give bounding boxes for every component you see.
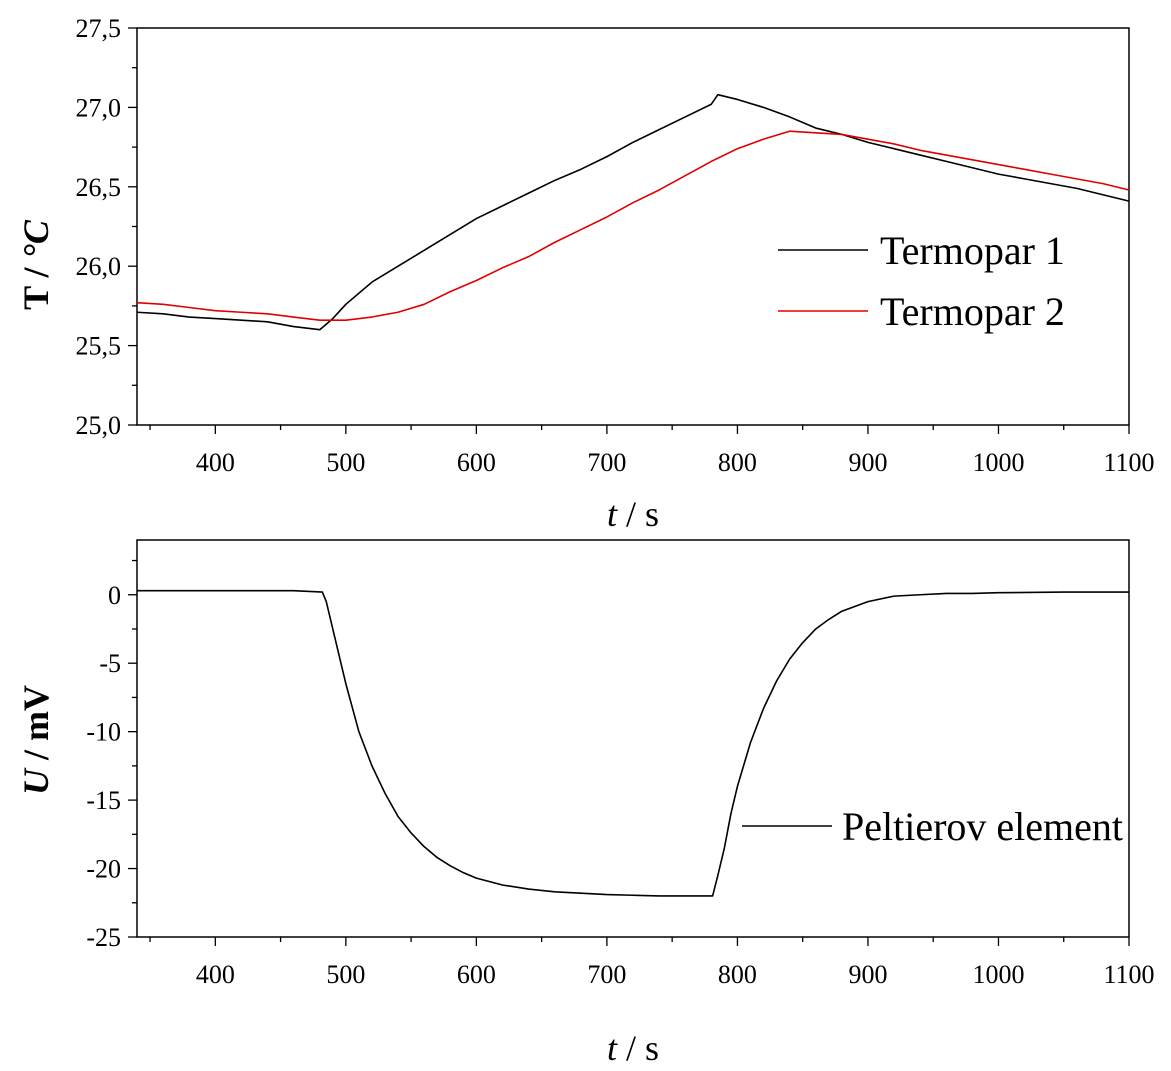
x-tick-label: 1000 — [972, 448, 1024, 477]
temperature-chart: 400 500 600 700 800 900 1000 1100 25,0 25,5 26,0 26… — [16, 14, 1155, 534]
x-tick-label: 700 — [587, 960, 626, 989]
y-tick-label: -5 — [99, 649, 121, 678]
x-tick-label: 500 — [326, 448, 365, 477]
x-tick-label: 900 — [848, 960, 887, 989]
y-tick-label: -20 — [86, 855, 121, 884]
series-line-2 — [136, 130, 1130, 321]
y-axis-var: U — [16, 767, 56, 795]
y-axis-unit: °C — [16, 219, 56, 258]
y-axis-unit: / mV — [16, 685, 56, 769]
y-axis-title: U / mV — [16, 685, 56, 795]
plot-frame — [136, 27, 1130, 426]
voltage-chart: 400 500 600 700 800 900 1000 1100 -25 -20 -15 -10 -5… — [16, 539, 1155, 1068]
x-tick-label: 600 — [457, 448, 496, 477]
x-tick-label: 1000 — [972, 960, 1024, 989]
x-tick-label: 400 — [196, 960, 235, 989]
y-tick-label: 26,5 — [76, 173, 122, 202]
x-axis-title: t / s — [607, 1028, 659, 1068]
y-tick-label: -15 — [86, 786, 121, 815]
legend-label: Termopar 1 — [880, 228, 1065, 273]
x-tick-label: 500 — [326, 960, 365, 989]
x-axis-unit: / s — [617, 1028, 659, 1068]
y-tick-label: 25,5 — [76, 332, 122, 361]
y-tick-label: 25,0 — [76, 411, 122, 440]
x-tick-label: 600 — [457, 960, 496, 989]
x-axis-unit: / s — [617, 494, 659, 534]
x-tick-label: 1100 — [1103, 960, 1154, 989]
x-axis-title: t / s — [607, 494, 659, 534]
y-axis-var: T — [16, 286, 56, 310]
x-tick-label: 1100 — [1103, 448, 1154, 477]
legend-label: Termopar 2 — [880, 289, 1065, 334]
x-tick-label: 900 — [848, 448, 887, 477]
y-tick-label: 27,0 — [76, 93, 122, 122]
x-tick-label: 800 — [718, 960, 757, 989]
series-line-1 — [136, 93, 1130, 331]
series-line-1 — [137, 589, 1129, 897]
x-tick-label: 400 — [196, 448, 235, 477]
y-axis-sep: / — [16, 259, 56, 287]
y-tick-label: 27,5 — [76, 14, 122, 43]
y-tick-label: 0 — [108, 581, 121, 610]
x-tick-label: 700 — [587, 448, 626, 477]
x-axis-var: t — [607, 494, 618, 534]
x-tick-label: 800 — [718, 448, 757, 477]
x-axis-var: t — [607, 1028, 618, 1068]
y-axis-title: T / °C — [16, 219, 56, 310]
plot-frame — [136, 539, 1130, 938]
y-tick-label: -10 — [86, 718, 121, 747]
y-tick-label: -25 — [86, 923, 121, 952]
y-tick-label: 26,0 — [76, 252, 122, 281]
legend-label: Peltierov element — [842, 804, 1123, 849]
